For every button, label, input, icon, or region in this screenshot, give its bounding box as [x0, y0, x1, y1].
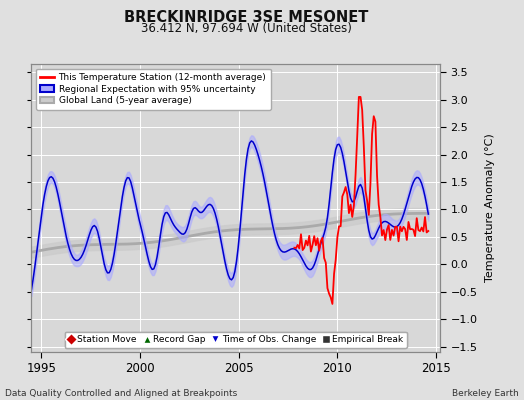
- Text: BRECKINRIDGE 3SE MESONET: BRECKINRIDGE 3SE MESONET: [124, 10, 368, 25]
- Legend: Station Move, Record Gap, Time of Obs. Change, Empirical Break: Station Move, Record Gap, Time of Obs. C…: [64, 332, 407, 348]
- Y-axis label: Temperature Anomaly (°C): Temperature Anomaly (°C): [485, 134, 495, 282]
- Text: 36.412 N, 97.694 W (United States): 36.412 N, 97.694 W (United States): [141, 22, 352, 35]
- Text: Berkeley Earth: Berkeley Earth: [452, 389, 519, 398]
- Text: Data Quality Controlled and Aligned at Breakpoints: Data Quality Controlled and Aligned at B…: [5, 389, 237, 398]
